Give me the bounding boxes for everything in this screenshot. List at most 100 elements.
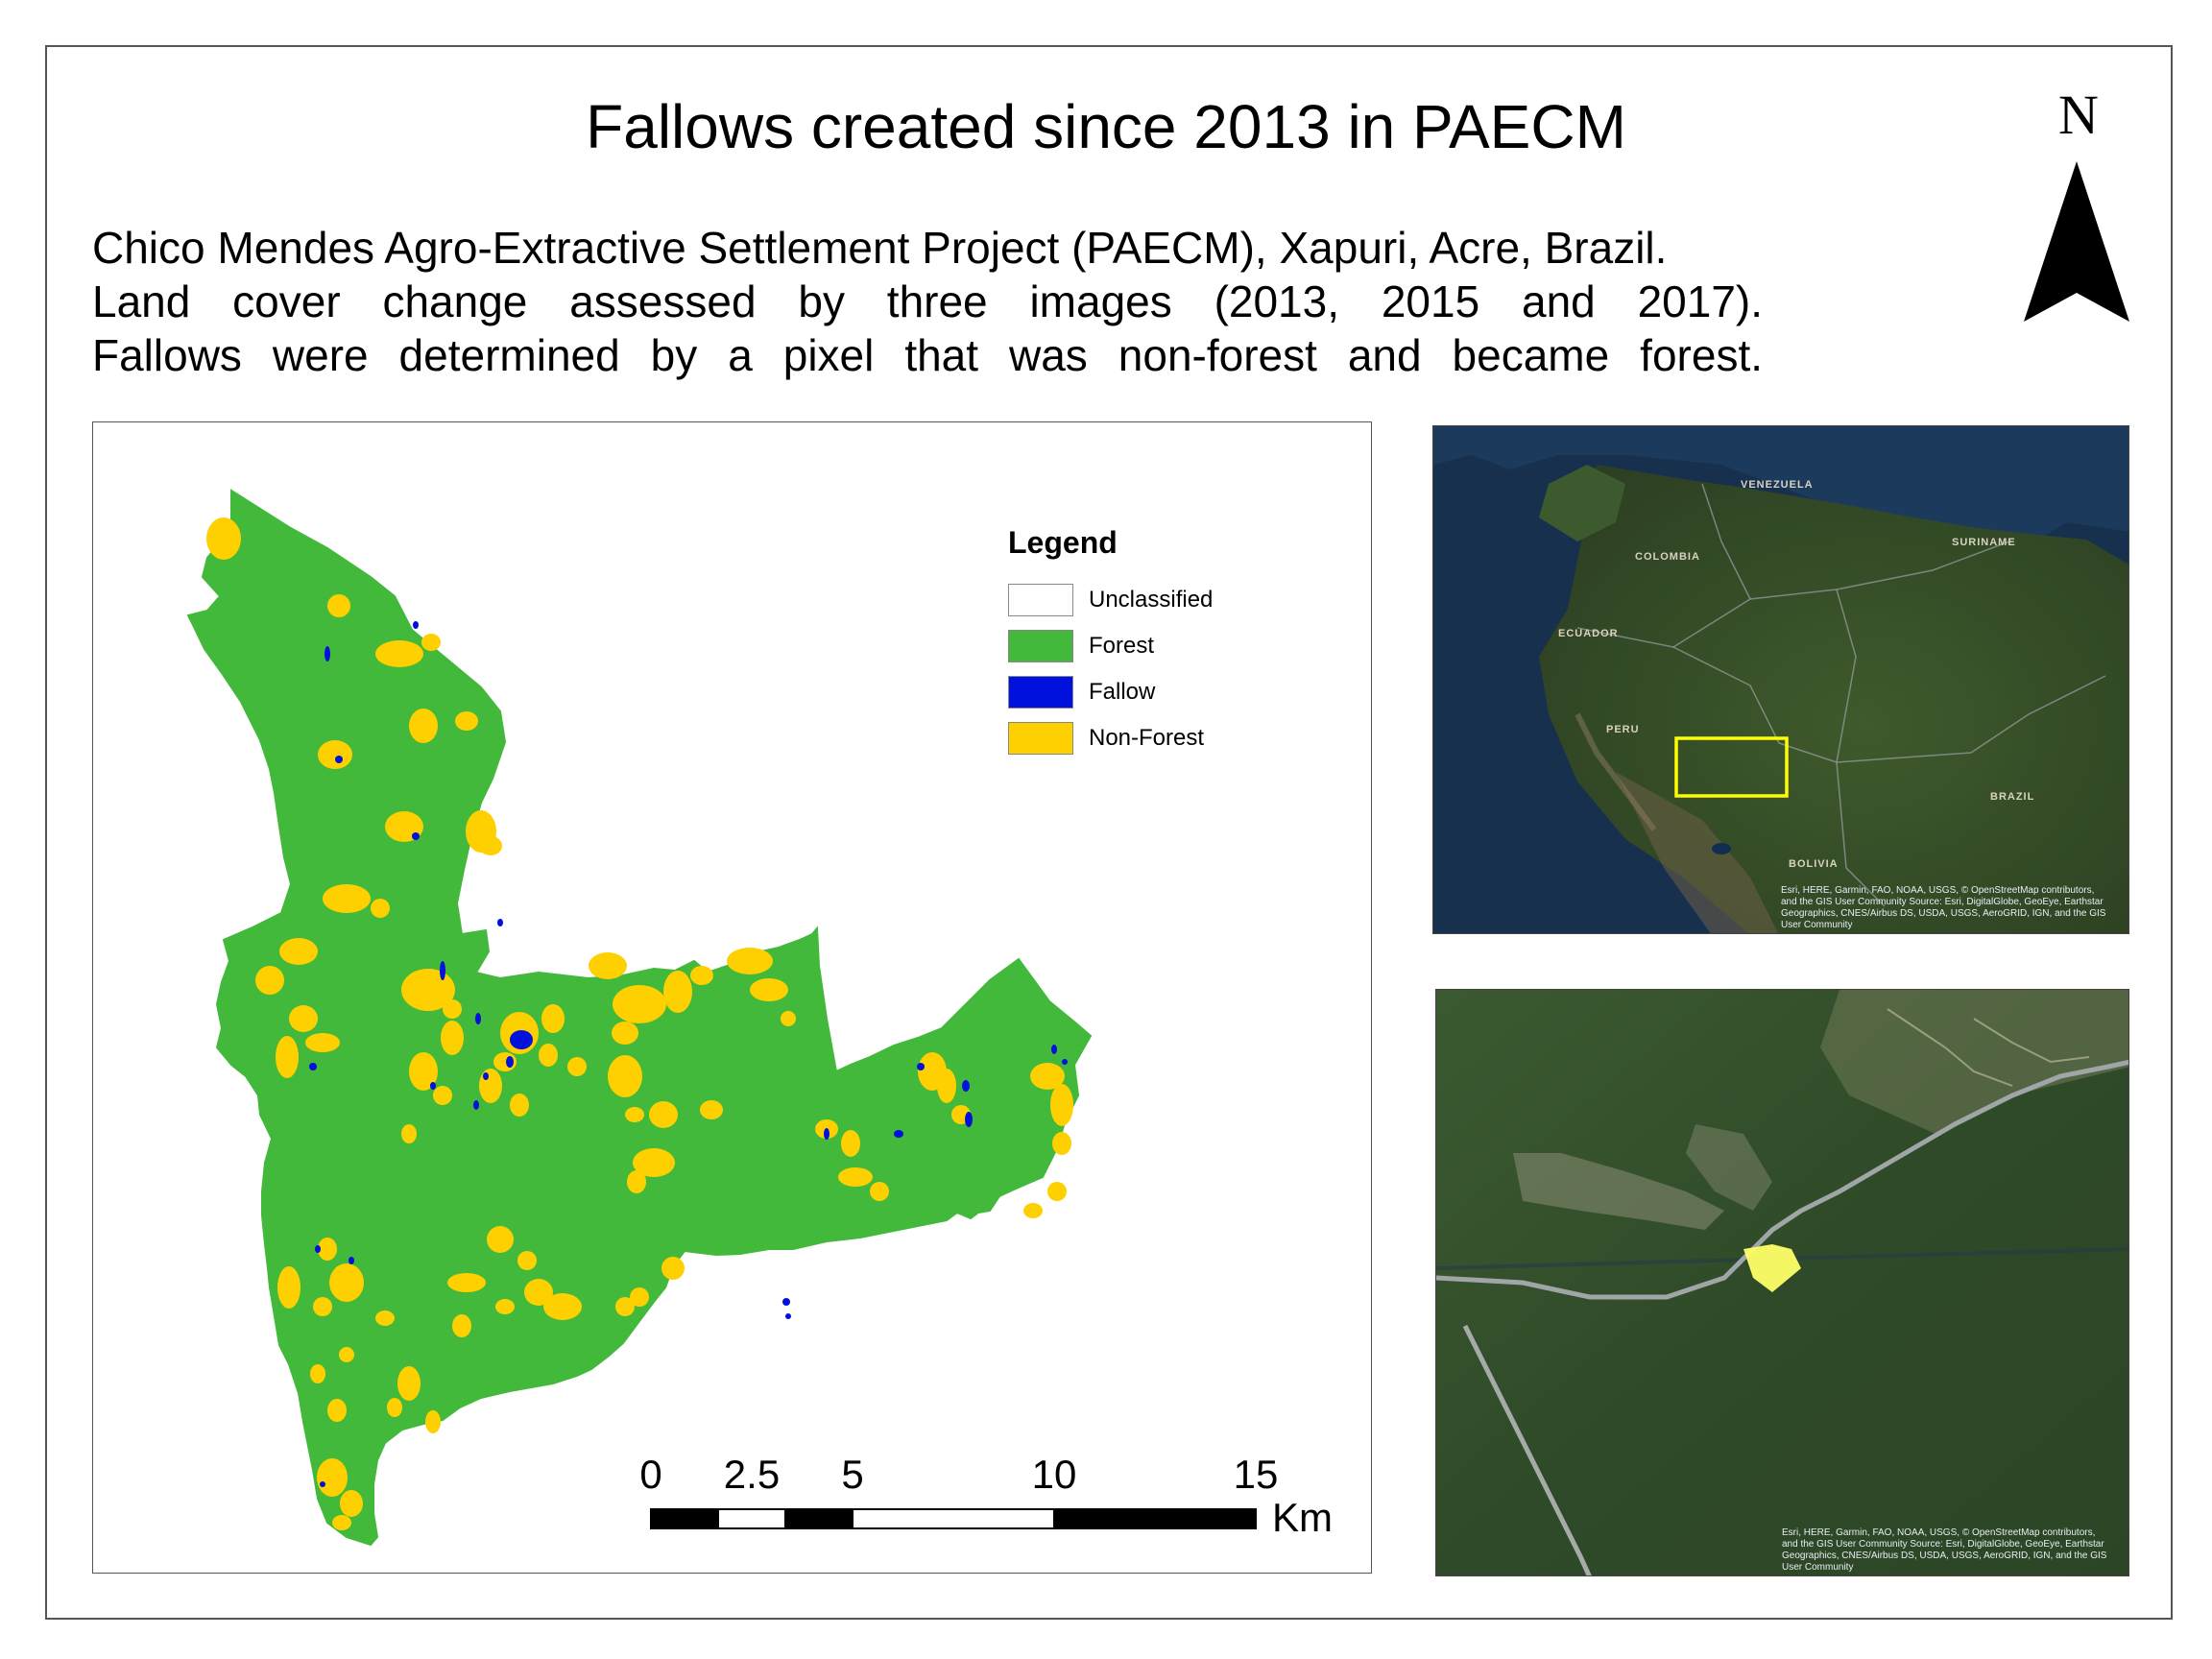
fallow-patch <box>309 1063 317 1070</box>
fallow-patch <box>430 1082 436 1090</box>
non-forest-patch <box>327 594 350 617</box>
fallow-patch <box>917 1063 925 1070</box>
north-letter: N <box>2058 84 2099 146</box>
non-forest-patch <box>371 899 390 918</box>
scale-label-0: 0 <box>639 1452 661 1497</box>
non-forest-patch <box>206 517 241 560</box>
non-forest-patch <box>455 711 478 731</box>
north-arrow-icon <box>2024 161 2129 322</box>
non-forest-patch <box>479 836 502 855</box>
non-forest-patch <box>937 1069 956 1103</box>
non-forest-patch <box>541 1004 565 1033</box>
scale-label-10: 10 <box>1032 1452 1077 1497</box>
non-forest-patch <box>690 966 713 985</box>
non-forest-patch <box>310 1364 325 1383</box>
non-forest-patch <box>318 740 352 769</box>
non-forest-patch <box>317 1458 348 1497</box>
legend-item-unclassified: Unclassified <box>1008 577 1296 623</box>
non-forest-patch <box>543 1293 582 1320</box>
non-forest-patch <box>750 978 788 1001</box>
fallow-patch <box>824 1128 830 1140</box>
fallow-patch <box>320 1481 325 1487</box>
scale-label-5: 5 <box>841 1452 863 1497</box>
fallow-patch <box>962 1080 970 1092</box>
non-forest-patch <box>495 1299 515 1314</box>
map-title: Fallows created since 2013 in PAECM <box>586 92 1626 161</box>
legend-label: Forest <box>1089 633 1155 659</box>
fallow-patch <box>349 1257 354 1264</box>
non-forest-patches <box>206 517 1073 1530</box>
non-forest-swatch <box>1008 722 1073 755</box>
fallow-patches <box>309 621 1068 1487</box>
non-forest-patch <box>524 1279 553 1306</box>
non-forest-patch <box>313 1297 332 1316</box>
non-forest-patch <box>700 1100 723 1119</box>
non-forest-patch <box>433 1086 452 1105</box>
legend-label: Fallow <box>1089 679 1156 705</box>
overview-inset-map: COLOMBIA ECUADOR PERU BRAZIL BOLIVIA VEN… <box>1432 425 2129 934</box>
scale-bar-graphic: 0 2.5 5 10 15 Km <box>639 1452 1333 1540</box>
fallow-patch <box>506 1056 514 1068</box>
non-forest-patch <box>452 1314 471 1337</box>
non-forest-patch <box>615 1297 635 1316</box>
study-area-extent-box <box>1674 736 1789 798</box>
legend-title: Legend <box>1008 525 1118 560</box>
legend-item-fallow: Fallow <box>1008 669 1296 715</box>
forest-swatch <box>1008 630 1073 662</box>
non-forest-patch <box>441 1021 464 1055</box>
fallow-patch <box>475 1013 481 1024</box>
description-line-1: Chico Mendes Agro-Extractive Settlement … <box>92 223 1668 273</box>
non-forest-patch <box>276 1036 299 1078</box>
country-label-venezuela: VENEZUELA <box>1741 479 1814 491</box>
non-forest-patch <box>329 1263 364 1302</box>
fallow-swatch <box>1008 676 1073 709</box>
fallow-patch <box>782 1298 790 1306</box>
non-forest-patch <box>340 1490 363 1517</box>
scale-label-15: 15 <box>1234 1452 1279 1497</box>
non-forest-patch <box>633 1148 675 1177</box>
non-forest-patch <box>421 634 441 651</box>
non-forest-patch <box>409 709 438 743</box>
non-forest-patch <box>663 971 692 1013</box>
non-forest-patch <box>727 948 773 974</box>
fallow-patch <box>1062 1059 1068 1065</box>
scale-bar-segment <box>717 1508 786 1529</box>
settlement-highlight <box>1743 1244 1801 1292</box>
country-label-brazil: BRAZIL <box>1990 791 2035 803</box>
non-forest-patch <box>517 1251 537 1270</box>
non-forest-patch <box>841 1130 860 1157</box>
non-forest-patch <box>443 999 462 1019</box>
non-forest-patch <box>870 1182 889 1201</box>
scale-bar-segment <box>852 1508 1055 1529</box>
non-forest-patch <box>627 1170 646 1193</box>
fallow-patch <box>483 1072 489 1080</box>
country-label-peru: PERU <box>1606 724 1640 735</box>
fallow-patch <box>497 919 503 926</box>
fallow-patch <box>965 1112 973 1127</box>
non-forest-patch <box>1052 1132 1071 1155</box>
scale-label-2-5: 2.5 <box>724 1452 780 1497</box>
scale-bar-segment <box>784 1508 854 1529</box>
country-label-ecuador: ECUADOR <box>1558 628 1619 639</box>
non-forest-patch <box>781 1011 796 1026</box>
map-description: Chico Mendes Agro-Extractive Settlement … <box>92 221 1763 382</box>
non-forest-patch <box>539 1044 558 1067</box>
non-forest-patch <box>1023 1203 1043 1218</box>
overview-satellite-image <box>1433 426 2128 933</box>
non-forest-patch <box>327 1399 347 1422</box>
non-forest-patch <box>397 1366 421 1401</box>
non-forest-patch <box>625 1107 644 1122</box>
non-forest-patch <box>567 1057 587 1076</box>
detail-satellite-image <box>1436 990 2128 1575</box>
description-line-2: Land cover change assessed by three imag… <box>92 276 1763 326</box>
non-forest-patch <box>255 966 284 995</box>
non-forest-patch <box>332 1515 351 1530</box>
non-forest-patch <box>1030 1063 1065 1090</box>
non-forest-patch <box>838 1167 873 1187</box>
legend-item-non-forest: Non-Forest <box>1008 715 1296 761</box>
non-forest-patch <box>375 640 423 667</box>
non-forest-patch <box>612 1022 638 1045</box>
legend-item-forest: Forest <box>1008 623 1296 669</box>
non-forest-patch <box>608 1055 642 1097</box>
fallow-patch <box>473 1100 479 1110</box>
